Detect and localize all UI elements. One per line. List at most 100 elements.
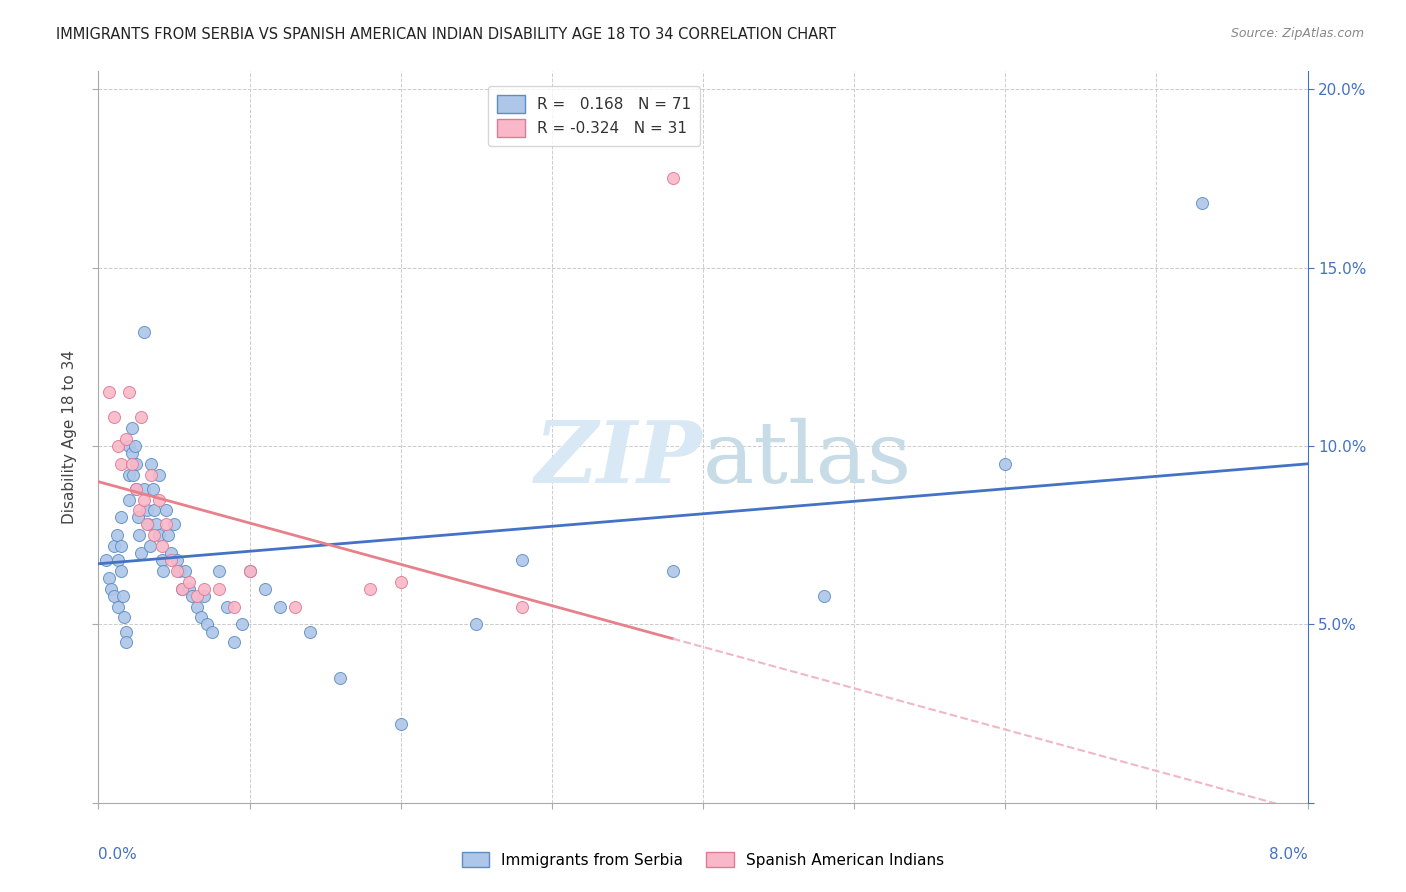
Point (94, 553, 117, 567)
Point (170, 582, 193, 596)
Point (132, 325, 155, 339)
Point (215, 599, 238, 614)
Point (150, 539, 173, 553)
Point (111, 589, 134, 603)
Point (107, 553, 129, 567)
Point (135, 503, 157, 517)
Point (121, 421, 143, 435)
Point (122, 467, 145, 482)
Point (135, 517, 157, 532)
Point (813, 589, 835, 603)
Point (156, 528, 179, 542)
Point (150, 553, 173, 567)
Point (239, 564, 262, 578)
Point (389, 574, 412, 589)
Point (125, 457, 148, 471)
Point (121, 457, 143, 471)
Point (118, 467, 141, 482)
Point (127, 510, 149, 524)
Point (118, 439, 141, 453)
Point (173, 564, 195, 578)
Point (329, 671, 352, 685)
Point (114, 635, 136, 649)
Point (103, 589, 125, 603)
Point (110, 457, 132, 471)
Point (136, 517, 159, 532)
Point (160, 546, 183, 560)
Point (208, 582, 231, 596)
Text: IMMIGRANTS FROM SERBIA VS SPANISH AMERICAN INDIAN DISABILITY AGE 18 TO 34 CORREL: IMMIGRANTS FROM SERBIA VS SPANISH AMERIC… (56, 27, 837, 42)
Point (148, 467, 170, 482)
Point (195, 617, 218, 632)
Point (155, 503, 177, 517)
Point (118, 492, 141, 507)
Point (170, 582, 193, 596)
Point (128, 528, 150, 542)
Point (166, 564, 188, 578)
Point (110, 539, 132, 553)
Point (253, 582, 276, 596)
Point (132, 482, 155, 496)
Point (224, 635, 246, 649)
Point (141, 467, 163, 482)
Point (98, 385, 121, 400)
Point (1191, 196, 1213, 211)
Point (299, 624, 322, 639)
Point (179, 574, 201, 589)
Point (125, 482, 148, 496)
Point (129, 546, 152, 560)
Point (186, 599, 208, 614)
Point (510, 553, 533, 567)
Text: 0.0%: 0.0% (98, 847, 138, 862)
Point (186, 589, 208, 603)
Point (465, 617, 488, 632)
Point (510, 599, 533, 614)
Point (167, 564, 190, 578)
Point (107, 599, 129, 614)
Point (121, 446, 143, 460)
Point (112, 610, 135, 624)
Point (239, 564, 262, 578)
Point (132, 492, 155, 507)
Point (994, 457, 1017, 471)
Text: ZIP: ZIP (536, 417, 703, 500)
Text: Source: ZipAtlas.com: Source: ZipAtlas.com (1230, 27, 1364, 40)
Point (163, 517, 186, 532)
Text: atlas: atlas (703, 417, 912, 500)
Point (100, 582, 122, 596)
Point (269, 599, 291, 614)
Point (201, 624, 224, 639)
Point (105, 528, 128, 542)
Point (148, 528, 170, 542)
Point (179, 582, 201, 596)
Point (224, 599, 246, 614)
Point (128, 503, 150, 517)
Point (193, 589, 215, 603)
Point (208, 564, 231, 578)
Point (125, 482, 148, 496)
Point (166, 553, 188, 567)
Point (231, 617, 253, 632)
Point (155, 517, 177, 532)
Legend: Immigrants from Serbia, Spanish American Indians: Immigrants from Serbia, Spanish American… (454, 844, 952, 875)
Point (139, 539, 162, 553)
Y-axis label: Disability Age 18 to 34: Disability Age 18 to 34 (62, 350, 77, 524)
Point (181, 589, 204, 603)
Text: 8.0%: 8.0% (1268, 847, 1308, 862)
Point (110, 510, 132, 524)
Point (118, 385, 141, 400)
Point (661, 564, 683, 578)
Point (145, 517, 167, 532)
Point (103, 539, 125, 553)
Point (124, 439, 146, 453)
Point (389, 717, 412, 731)
Point (98, 571, 121, 585)
Point (143, 503, 166, 517)
Point (141, 457, 163, 471)
Point (114, 624, 136, 639)
Point (129, 410, 152, 425)
Point (142, 482, 165, 496)
Point (114, 432, 136, 446)
Point (152, 564, 174, 578)
Point (107, 439, 129, 453)
